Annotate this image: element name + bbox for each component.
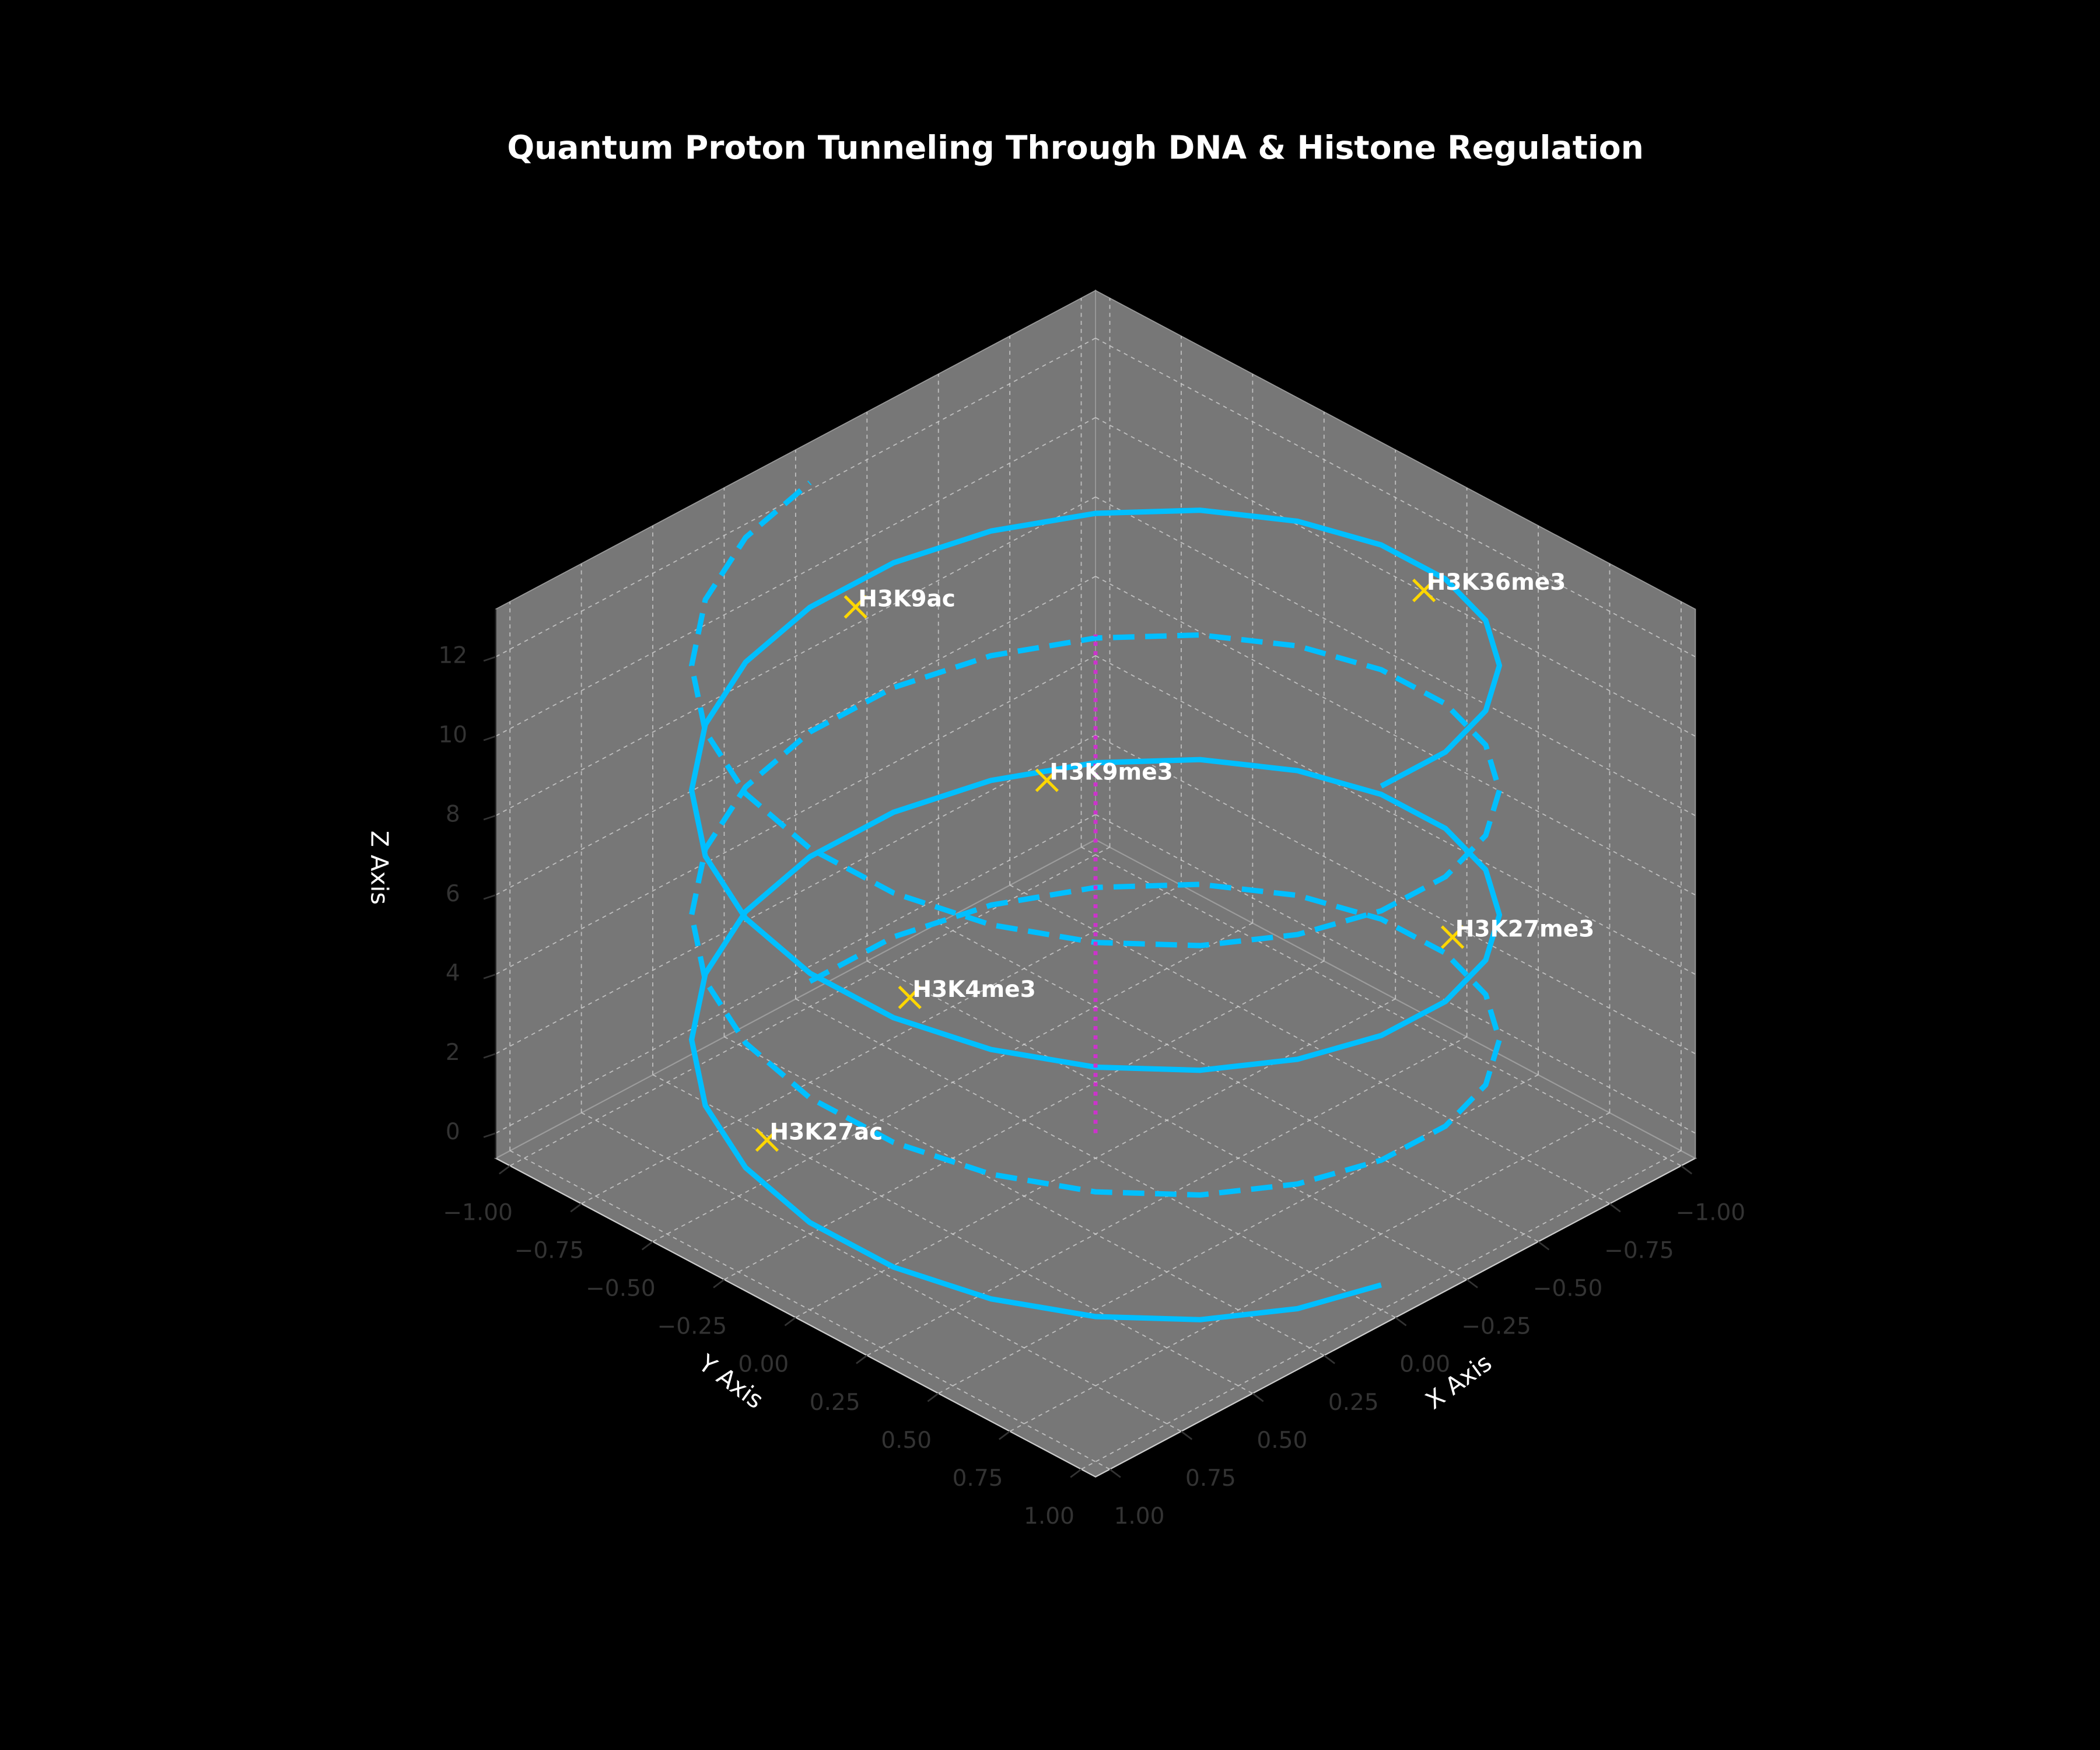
grid-line [1095,496,1696,817]
grid-line [495,734,1096,1055]
tick-mark [483,656,496,662]
z-tick-label: 4 [446,960,460,986]
grid-line [495,655,1096,975]
x-tick-label: 0.50 [1256,1427,1307,1454]
grid-line [724,960,1325,1280]
grid-line [795,998,1396,1318]
tick-mark [570,1203,582,1213]
marker [844,595,867,619]
tick-mark [784,1317,796,1326]
x-tick-label: 0.25 [1328,1390,1379,1416]
marker-label: H3K9me3 [1049,760,1172,786]
x-tick-label: 0.00 [1399,1352,1450,1378]
helix-line [689,480,1503,1198]
grid-line [509,846,1110,1167]
x-tick-label: −0.75 [1604,1238,1674,1264]
plot-area: H3K27ac H3K4me3 H3K9me3 H3K27me3 H3K9ac H3K36… [689,480,1595,1322]
tick-mark [1466,1279,1478,1289]
marker-label: H3K4me3 [912,977,1035,1003]
tick-mark [1681,1165,1693,1175]
tick-mark [483,1132,496,1138]
marker [1440,925,1465,949]
axes: −1.00−0.75−0.50−0.250.000.250.500.751.00… [438,609,1745,1530]
tick-mark [1395,1317,1407,1326]
marker [1412,579,1436,603]
z-axis-label: Z Axis [366,831,394,905]
grid-line [1095,576,1696,896]
x-tick-label: −0.50 [1533,1276,1603,1302]
marker-label: H3K36me3 [1427,569,1566,596]
tick-mark [483,814,496,821]
chart-title: Quantum Proton Tunneling Through DNA & H… [507,129,1644,166]
y-tick-label: −0.75 [514,1238,584,1264]
marker [1035,768,1059,792]
tick-mark [1252,1392,1264,1402]
tick-mark [1323,1354,1335,1364]
tick-mark [483,974,496,979]
z-tick-label: 0 [446,1119,460,1145]
marker [755,1128,779,1152]
y-tick-label: −1.00 [443,1200,513,1226]
grid-line [1095,337,1696,657]
y-tick-label: 0.50 [881,1427,932,1454]
tick-mark [483,1053,496,1059]
marker-label: H3K27me3 [1455,916,1595,943]
grid-line [1095,655,1696,975]
y-tick-label: 1.00 [1024,1503,1074,1530]
x-tick-label: 1.00 [1114,1503,1165,1530]
tick-mark [856,1354,868,1364]
marker-label: H3K9ac [858,586,956,612]
y-tick-label: −0.50 [586,1276,656,1302]
tick-mark [483,735,496,741]
helix-line [689,508,1503,1322]
tick-mark [483,894,496,900]
grid-line [1009,1112,1610,1432]
z-tick-label: 10 [438,722,467,748]
grid-line [495,417,1096,737]
x-tick-label: −0.25 [1461,1314,1531,1340]
tick-mark [499,1165,511,1175]
x-tick-label: −1.00 [1676,1200,1746,1226]
z-tick-label: 12 [438,643,467,669]
z-tick-label: 2 [446,1040,460,1066]
grid-line [495,814,1096,1134]
tick-mark [641,1241,653,1251]
grid-line [581,884,1182,1205]
tick-mark [1109,1468,1121,1478]
z-tick-label: 8 [446,802,460,828]
tick-mark [1538,1241,1550,1251]
marker [898,985,922,1009]
grid-line [495,576,1096,896]
grid-line [1095,417,1696,737]
z-tick-label: 6 [446,881,460,907]
tick-mark [998,1430,1010,1440]
grid-line [652,922,1253,1242]
tick-mark [1070,1468,1082,1478]
x-tick-label: 0.75 [1185,1465,1236,1492]
tick-mark [927,1392,939,1402]
y-tick-label: −0.25 [657,1314,727,1340]
tick-mark [1181,1430,1193,1440]
y-tick-label: 0.00 [738,1352,789,1378]
grid-line [509,1150,1110,1470]
grid-line [495,496,1096,817]
tick-mark [713,1279,725,1289]
tick-mark [1609,1203,1621,1213]
grid [495,298,1696,1470]
marker-label: H3K27ac [770,1119,883,1145]
grid-line [1081,1150,1682,1470]
grid-line [1095,734,1696,1055]
y-tick-label: 0.25 [810,1390,860,1416]
grid-line [1095,814,1696,1134]
y-tick-label: 0.75 [953,1465,1003,1492]
